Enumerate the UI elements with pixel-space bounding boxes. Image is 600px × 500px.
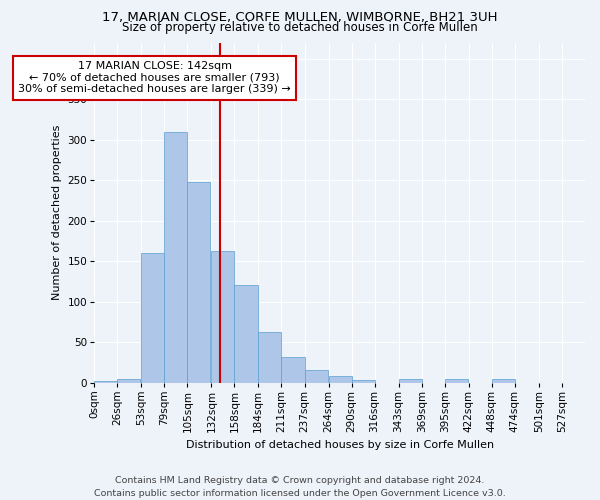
Bar — [329, 376, 352, 382]
Text: 17 MARIAN CLOSE: 142sqm
← 70% of detached houses are smaller (793)
30% of semi-d: 17 MARIAN CLOSE: 142sqm ← 70% of detache… — [18, 61, 291, 94]
Bar — [187, 182, 211, 382]
Bar — [445, 380, 468, 382]
Bar — [398, 380, 422, 382]
Bar — [94, 381, 117, 382]
Bar — [492, 380, 515, 382]
X-axis label: Distribution of detached houses by size in Corfe Mullen: Distribution of detached houses by size … — [185, 440, 494, 450]
Bar — [257, 332, 281, 382]
Bar — [117, 378, 140, 382]
Text: Size of property relative to detached houses in Corfe Mullen: Size of property relative to detached ho… — [122, 21, 478, 34]
Bar — [281, 356, 305, 382]
Bar — [164, 132, 187, 382]
Y-axis label: Number of detached properties: Number of detached properties — [52, 125, 62, 300]
Bar — [141, 253, 164, 382]
Text: 17, MARIAN CLOSE, CORFE MULLEN, WIMBORNE, BH21 3UH: 17, MARIAN CLOSE, CORFE MULLEN, WIMBORNE… — [102, 11, 498, 24]
Bar — [352, 380, 374, 382]
Bar — [305, 370, 328, 382]
Bar — [235, 286, 257, 382]
Text: Contains HM Land Registry data © Crown copyright and database right 2024.
Contai: Contains HM Land Registry data © Crown c… — [94, 476, 506, 498]
Bar — [211, 250, 235, 382]
